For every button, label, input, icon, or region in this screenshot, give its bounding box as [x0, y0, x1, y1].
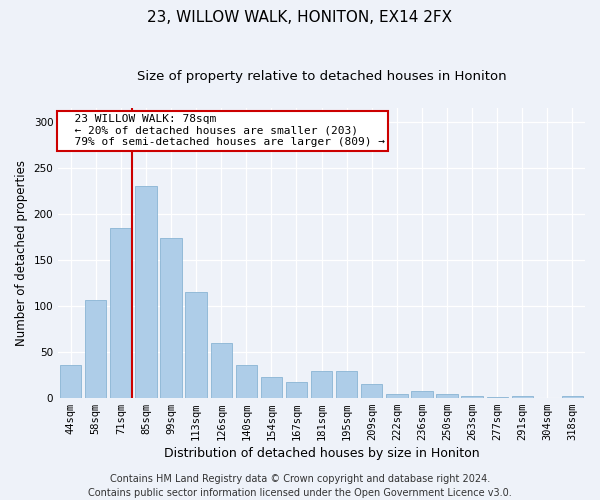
Bar [261, 378, 282, 398]
Bar [361, 384, 382, 398]
Bar [311, 371, 332, 398]
Bar [60, 366, 82, 398]
Bar [286, 382, 307, 398]
Bar [110, 228, 131, 398]
Text: Contains HM Land Registry data © Crown copyright and database right 2024.
Contai: Contains HM Land Registry data © Crown c… [88, 474, 512, 498]
Bar [160, 238, 182, 398]
Bar [136, 186, 157, 398]
Y-axis label: Number of detached properties: Number of detached properties [15, 160, 28, 346]
Bar [185, 292, 207, 398]
Bar [436, 394, 458, 398]
Text: 23, WILLOW WALK, HONITON, EX14 2FX: 23, WILLOW WALK, HONITON, EX14 2FX [148, 10, 452, 25]
Bar [336, 371, 358, 398]
Bar [236, 366, 257, 398]
Text: 23 WILLOW WALK: 78sqm
  ← 20% of detached houses are smaller (203)
  79% of semi: 23 WILLOW WALK: 78sqm ← 20% of detached … [61, 114, 385, 148]
Bar [461, 396, 483, 398]
Bar [85, 300, 106, 398]
Title: Size of property relative to detached houses in Honiton: Size of property relative to detached ho… [137, 70, 506, 83]
Bar [512, 396, 533, 398]
Bar [211, 344, 232, 398]
Bar [386, 394, 407, 398]
X-axis label: Distribution of detached houses by size in Honiton: Distribution of detached houses by size … [164, 447, 479, 460]
Bar [562, 396, 583, 398]
Bar [411, 392, 433, 398]
Bar [487, 397, 508, 398]
